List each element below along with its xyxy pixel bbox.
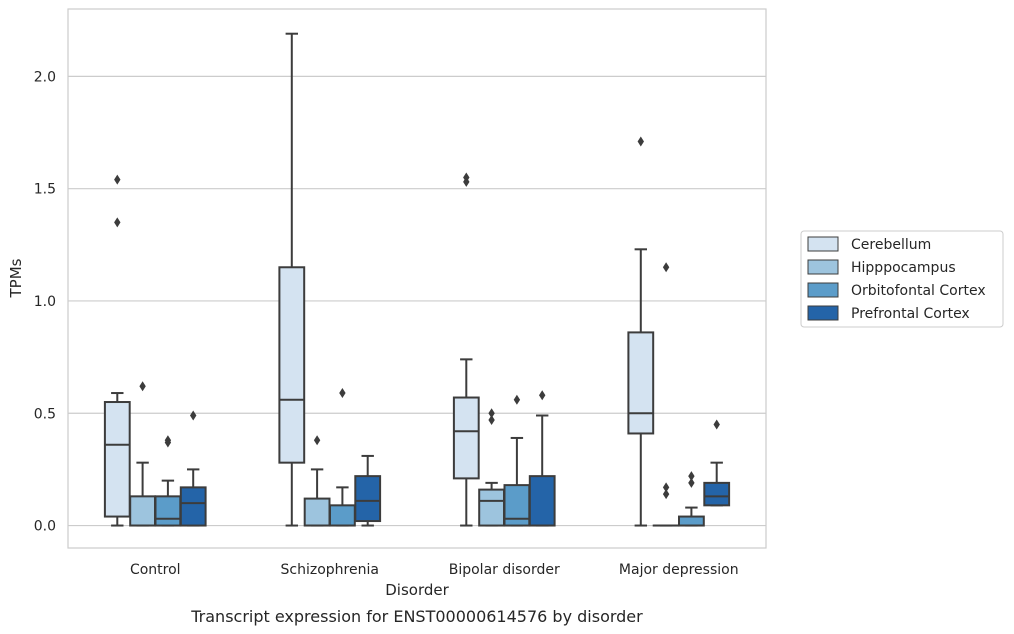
x-tick-label: Bipolar disorder [449, 562, 560, 578]
legend-swatch [807, 259, 839, 275]
legend-label: Prefrontal Cortex [851, 306, 970, 322]
box-body [303, 497, 331, 527]
outlier-point [662, 262, 670, 273]
box-body [103, 401, 131, 518]
outlier-point [139, 381, 146, 392]
box-body [278, 266, 306, 464]
box-group [503, 394, 531, 527]
legend-label: Cerebellum [851, 237, 931, 253]
box-body [678, 515, 705, 527]
box-group [528, 390, 556, 527]
legend-items: Cerebellum Hipppocampus Orbitofontal Corte… [807, 236, 986, 322]
outlier-point [114, 217, 121, 228]
x-axis-title: Disorder [385, 581, 449, 599]
outlier-point [190, 410, 197, 421]
x-tick-label: Control [130, 562, 181, 578]
legend-item: Cerebellum [807, 236, 931, 253]
outlier-point [313, 435, 321, 446]
legend: Cerebellum Hipppocampus Orbitofontal Corte… [800, 230, 1004, 328]
x-tick-label: Schizophrenia [281, 562, 379, 578]
box-body [627, 331, 655, 435]
legend-swatch [807, 282, 839, 298]
box-group [678, 471, 705, 527]
box-body [179, 486, 207, 527]
box-group [354, 454, 382, 527]
legend-item: Prefrontal Cortex [807, 305, 970, 322]
y-tick-label: 1.0 [34, 294, 56, 310]
outlier-point [713, 419, 720, 430]
box-group [703, 419, 731, 507]
y-tick-label: 2.0 [34, 69, 56, 85]
y-tick-label: 0.5 [34, 406, 56, 422]
legend-swatch [807, 236, 839, 252]
legend-label: Hipppocampus [851, 260, 956, 276]
x-tick-label: Major depression [619, 562, 739, 578]
legend-item: Hipppocampus [807, 259, 956, 276]
box-body [478, 488, 505, 527]
outlier-point [114, 174, 121, 185]
legend-swatch [807, 305, 839, 321]
outlier-point [513, 394, 521, 405]
chart-caption: Transcript expression for ENST0000061457… [190, 607, 643, 626]
y-tick-label: 1.5 [34, 182, 56, 198]
x-tick-labels: Control Schizophrenia Bipolar disorder Majo… [130, 562, 739, 578]
box-body [329, 504, 356, 527]
box-group [129, 381, 156, 527]
grid-lines [68, 75, 766, 527]
box-group [452, 172, 480, 527]
y-tick-labels: 0.0 0.5 1.0 1.5 2.0 [34, 69, 56, 534]
box-body [703, 481, 731, 507]
box-body [129, 495, 156, 527]
outlier-point [662, 482, 670, 493]
y-tick-label: 0.0 [34, 519, 56, 535]
box-body [528, 475, 556, 527]
plot-frame [67, 8, 767, 549]
box-body [154, 495, 182, 527]
box-group [329, 388, 356, 527]
box-group [627, 136, 655, 527]
box-body [354, 475, 382, 523]
outlier-point [662, 489, 670, 500]
box-body [452, 396, 480, 480]
outlier-point [463, 172, 470, 183]
box-group [652, 262, 680, 527]
outlier-point [339, 388, 346, 399]
outlier-point [539, 390, 546, 401]
box-group [154, 435, 182, 527]
outlier-point [488, 414, 495, 425]
outlier-point [637, 136, 644, 147]
box-group [278, 32, 306, 527]
outlier-point [488, 408, 495, 419]
box-series [103, 32, 731, 527]
outlier-point [164, 435, 172, 446]
legend-label: Orbitofontal Cortex [851, 283, 986, 299]
box-group [103, 174, 131, 527]
legend-item: Orbitofontal Cortex [807, 282, 986, 299]
outlier-point [688, 471, 695, 482]
outlier-point [688, 477, 695, 488]
box-group [303, 435, 331, 527]
y-axis-title: TPMs [7, 258, 25, 298]
box-group [179, 410, 207, 527]
box-group [478, 408, 505, 527]
legend-frame [800, 230, 1004, 328]
